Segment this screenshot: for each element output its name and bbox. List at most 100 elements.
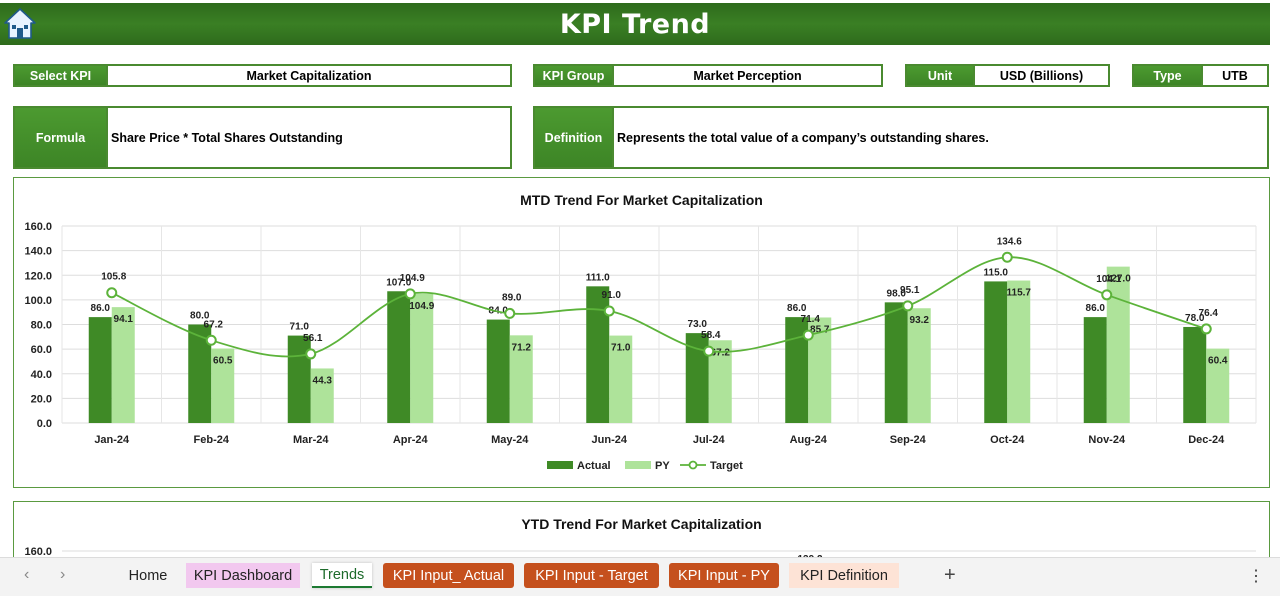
y-tick-label: 160.0 (24, 221, 52, 233)
py-data-label: 71.2 (512, 342, 532, 353)
py-data-label: 127.0 (1106, 274, 1131, 285)
legend-py-swatch (625, 461, 651, 469)
actual-data-label: 78.0 (1185, 313, 1205, 324)
chevron-right-icon[interactable]: › (60, 566, 66, 583)
actual-data-label: 80.0 (190, 311, 210, 322)
select-kpi-value[interactable]: Market Capitalization (246, 68, 372, 83)
py-data-label: 115.7 (1007, 288, 1032, 299)
py-data-label: 93.2 (910, 315, 930, 326)
select-kpi-field[interactable]: Select KPI Market Capitalization (13, 64, 512, 87)
actual-data-label: 86.0 (91, 303, 111, 314)
target-data-label: 104.1 (1096, 274, 1121, 285)
mtd-chart: MTD Trend For Market Capitalization 0.0 2… (13, 177, 1270, 488)
unit-label: Unit (907, 66, 975, 85)
formula-label: Formula (15, 108, 108, 167)
py-data-label: 71.0 (611, 343, 631, 354)
y-tick-label: 20.0 (31, 393, 52, 405)
tab-home[interactable]: Home (128, 567, 168, 584)
legend-actual-label: Actual (577, 460, 611, 472)
tab-trends[interactable]: Trends (312, 563, 372, 588)
more-vertical-icon[interactable]: ⋮ (1248, 568, 1264, 585)
tab-kpi-dashboard[interactable]: KPI Dashboard (186, 563, 300, 588)
kpi-group-field: KPI Group Market Perception (533, 64, 883, 87)
formula-value: Share Price * Total Shares Outstanding (111, 130, 343, 145)
actual-data-label: 98.0 (887, 288, 907, 299)
actual-bar (586, 286, 610, 423)
kpi-group-label: KPI Group (535, 66, 614, 85)
target-marker (404, 288, 416, 300)
actual-data-label: 71.0 (290, 322, 310, 333)
py-data-label: 94.1 (114, 314, 134, 325)
target-data-label: 95.1 (900, 285, 920, 296)
py-bar (609, 335, 633, 423)
actual-bar (1083, 317, 1107, 423)
tab-kpi-input-actual[interactable]: KPI Input_ Actual (383, 563, 514, 588)
select-kpi-label: Select KPI (15, 66, 108, 85)
actual-bar (785, 317, 809, 423)
target-data-label: 58.4 (701, 330, 721, 341)
target-marker (1101, 289, 1113, 301)
ytd-chart-title: YTD Trend For Market Capitalization (521, 516, 762, 532)
y-tick-label: 120.0 (24, 270, 52, 282)
mtd-chart-plot: 0.0 20.0 40.0 60.0 80.0 100.0 120.0 140.0 160.0 8… (24, 221, 1257, 472)
py-bar (310, 368, 334, 423)
type-field: Type UTB (1132, 64, 1269, 87)
y-tick-label: 80.0 (31, 320, 52, 332)
actual-bar (188, 324, 212, 423)
py-bar (708, 340, 732, 423)
ytd-ytick-label: 160.0 (24, 546, 52, 558)
x-tick-label: May-24 (491, 434, 529, 446)
actual-bar (387, 291, 411, 423)
chevron-left-icon[interactable]: ‹ (24, 566, 30, 583)
x-tick-label: Oct-24 (990, 434, 1025, 446)
definition-field: Definition Represents the total value of… (533, 106, 1269, 169)
type-value: UTB (1222, 68, 1248, 83)
actual-bar (486, 319, 510, 423)
py-data-label: 104.9 (409, 301, 434, 312)
x-tick-label: Sep-24 (890, 434, 927, 446)
tab-kpi-input-py[interactable]: KPI Input - PY (669, 563, 779, 588)
py-bar (410, 293, 434, 423)
py-bar (907, 308, 931, 423)
actual-bar (984, 281, 1008, 423)
y-tick-label: 0.0 (37, 418, 52, 430)
title-bar: KPI Trend (0, 3, 1270, 45)
mtd-chart-title: MTD Trend For Market Capitalization (520, 192, 763, 208)
tab-kpi-input-target[interactable]: KPI Input - Target (524, 563, 659, 588)
target-data-label: 105.8 (101, 272, 126, 283)
py-data-label: 60.4 (1208, 356, 1228, 367)
tab-kpi-definition[interactable]: KPI Definition (789, 563, 899, 588)
target-data-label: 134.6 (997, 236, 1022, 247)
unit-field: Unit USD (Billions) (905, 64, 1110, 87)
target-data-label: 56.1 (303, 333, 323, 344)
target-marker (1200, 323, 1212, 335)
x-tick-label: Apr-24 (393, 434, 429, 446)
actual-data-label: 86.0 (787, 303, 807, 314)
legend-target-label: Target (710, 460, 743, 472)
actual-bar (287, 335, 311, 423)
home-icon[interactable] (2, 5, 38, 41)
target-marker (504, 307, 516, 319)
unit-value: USD (Billions) (999, 68, 1084, 83)
legend-target-marker (688, 460, 698, 470)
py-bar (211, 348, 235, 423)
type-label: Type (1134, 66, 1203, 85)
py-bar (1206, 348, 1230, 423)
actual-bar (884, 302, 908, 423)
x-tick-label: Dec-24 (1188, 434, 1225, 446)
formula-field: Formula Share Price * Total Shares Outst… (13, 106, 512, 169)
x-tick-label: Jul-24 (693, 434, 726, 446)
definition-label: Definition (535, 108, 614, 167)
target-marker (902, 300, 914, 312)
py-data-label: 85.7 (810, 324, 830, 335)
target-data-label: 89.0 (502, 292, 522, 303)
target-data-label: 76.4 (1199, 308, 1219, 319)
py-bar (1007, 280, 1031, 423)
py-bar (509, 335, 533, 423)
actual-data-label: 86.0 (1086, 303, 1106, 314)
kpi-group-value: Market Perception (693, 68, 802, 83)
page-title: KPI Trend (559, 8, 711, 40)
plus-icon[interactable]: + (944, 564, 956, 586)
target-marker (802, 329, 814, 341)
actual-data-label: 73.0 (688, 319, 708, 330)
